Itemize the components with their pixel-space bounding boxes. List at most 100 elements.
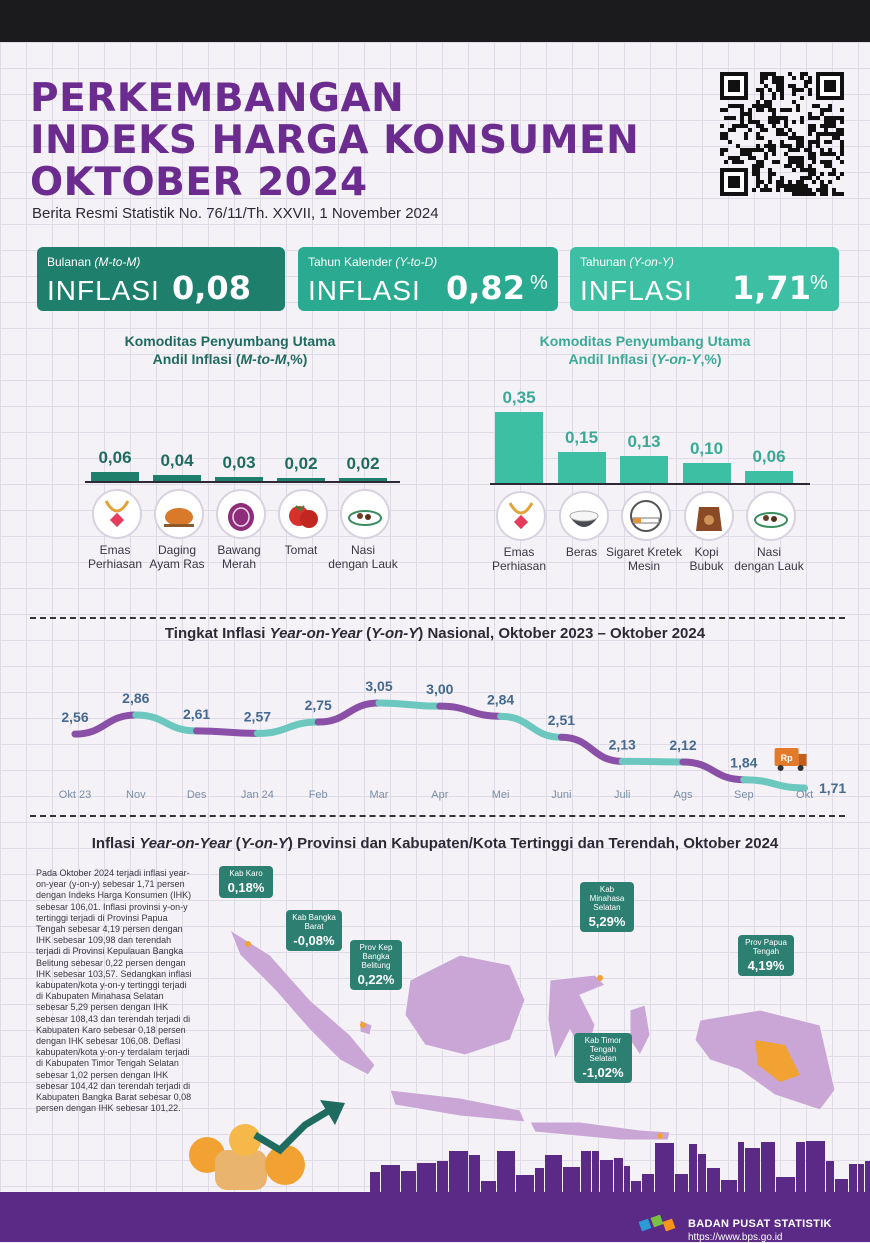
category-label-line: Perhiasan [491, 559, 547, 573]
bar [339, 478, 387, 481]
map-callout: Kab Minahasa Selatan 5,29% [580, 882, 634, 932]
building-shape [535, 1168, 544, 1196]
building-shape [689, 1144, 697, 1196]
card-ytd-inflation: Tahun Kalender (Y-to-D) INFLASI 0,82 % [298, 247, 558, 311]
cigarette-icon [621, 491, 671, 541]
line-segment [436, 702, 505, 720]
category-label-line: Nasi [756, 545, 781, 559]
category-label: Beras [537, 545, 627, 559]
city-skyline-illustration [370, 1141, 870, 1196]
map-maluku [629, 1004, 651, 1056]
x-tick-label: Des [187, 789, 207, 801]
divider [30, 617, 845, 619]
x-tick-label: Mar [370, 789, 389, 801]
callout-value: -0,08% [293, 933, 335, 948]
x-tick-label: Okt [796, 789, 813, 801]
mtm-chart-title: Komoditas Penyumbang Utama Andil Inflasi… [124, 333, 336, 367]
building-shape [776, 1177, 795, 1196]
truck-label: Rp [781, 753, 793, 763]
category-label-line: Mesin [627, 559, 660, 573]
line-chart: 2,56 Okt 23 2,86 Nov 2,61 Des 2,57 Jan 24 2,75 Fe… [59, 678, 847, 801]
card-value: 0,82 [446, 269, 525, 307]
bar-value-label: 0,35 [502, 387, 536, 407]
arrow-head-icon [320, 1100, 345, 1125]
point-value-label: 1,71 [819, 780, 846, 796]
map-callout: Prov Papua Tengah 4,19% [738, 935, 794, 976]
bar [215, 476, 263, 481]
line-segment [679, 758, 748, 784]
map-sumatra [228, 928, 376, 1076]
building-shape [449, 1151, 468, 1196]
x-tick-label: Feb [309, 789, 328, 801]
building-shape [370, 1172, 380, 1196]
building-shape [381, 1165, 400, 1196]
coins-money-illustration [189, 1100, 345, 1190]
x-tick-label: Apr [431, 789, 448, 801]
x-tick-label: Nov [126, 789, 146, 801]
callout-label: Prov Papua Tengah [745, 938, 787, 956]
footer-url[interactable]: https://www.bps.go.id [688, 1232, 783, 1243]
card-unit: % [810, 272, 828, 294]
callout-value: 0,18% [227, 880, 265, 895]
x-tick-label: Sep [734, 789, 754, 801]
building-shape [865, 1161, 870, 1196]
building-shape [796, 1142, 805, 1196]
card-label: Tahun Kalender (Y-to-D) [308, 255, 438, 269]
card-value: 0,08 [172, 269, 251, 307]
onion-icon [216, 489, 266, 539]
bar-value-label: 0,15 [564, 428, 599, 448]
card-value: 1,71 [732, 269, 811, 307]
card-monthly-inflation: Bulanan (M-to-M) INFLASI 0,08 % [37, 247, 315, 311]
building-shape [631, 1181, 641, 1196]
bar [153, 475, 201, 481]
map-marker-minahasa [597, 975, 603, 981]
point-value-label: 2,13 [609, 736, 636, 752]
line-segment [557, 733, 626, 765]
line-segment [375, 699, 444, 710]
map-callout: Kab Karo 0,18% [219, 866, 273, 898]
bps-logo-icon [638, 1214, 676, 1232]
building-shape [516, 1175, 534, 1196]
category-label-line: Daging [157, 543, 197, 557]
building-shape [675, 1174, 688, 1196]
x-tick-label: Mei [492, 789, 510, 801]
map-marker-timor [657, 1133, 663, 1139]
building-shape [745, 1148, 760, 1196]
point-value-label: 2,61 [183, 706, 210, 722]
map-callout: Kab Bangka Barat -0,08% [286, 910, 342, 951]
building-shape [642, 1174, 654, 1196]
point-value-label: 2,12 [669, 737, 696, 753]
bar-axis [85, 481, 400, 483]
building-shape [614, 1158, 623, 1196]
line-segment [193, 727, 261, 737]
line-segment [132, 711, 201, 735]
bar [745, 470, 793, 483]
indonesia-map [228, 928, 836, 1141]
line-segment [314, 699, 383, 726]
building-shape [581, 1151, 591, 1196]
building-shape [437, 1161, 448, 1196]
point-value-label: 2,56 [61, 709, 88, 725]
building-shape [497, 1151, 515, 1196]
card-label: Tahunan (Y-on-Y) [580, 255, 674, 269]
bar-value-label: 0,02 [346, 454, 380, 473]
bar-value-label: 0,10 [689, 438, 724, 458]
coin-icon [229, 1124, 261, 1156]
card-keyword: INFLASI [47, 275, 160, 306]
building-shape [835, 1179, 848, 1196]
point-value-label: 2,84 [487, 691, 514, 707]
x-tick-label: Juli [614, 789, 631, 801]
building-shape [563, 1167, 580, 1196]
category-label-line: Beras [565, 545, 598, 559]
callout-label: Kab Minahasa Selatan [589, 885, 625, 912]
title-line: PERKEMBANGAN [30, 76, 405, 121]
category-label: Nasi dengan Lauk [318, 543, 408, 571]
category-label-line: Kopi [694, 545, 719, 559]
bar-value-label: 0,13 [627, 432, 661, 452]
point-value-label: 3,00 [426, 681, 453, 697]
line-segment [71, 711, 140, 738]
coin-icon [265, 1145, 305, 1185]
building-shape [600, 1160, 613, 1196]
category-label-line: Ayam Ras [149, 557, 205, 571]
line-segment [253, 718, 322, 737]
